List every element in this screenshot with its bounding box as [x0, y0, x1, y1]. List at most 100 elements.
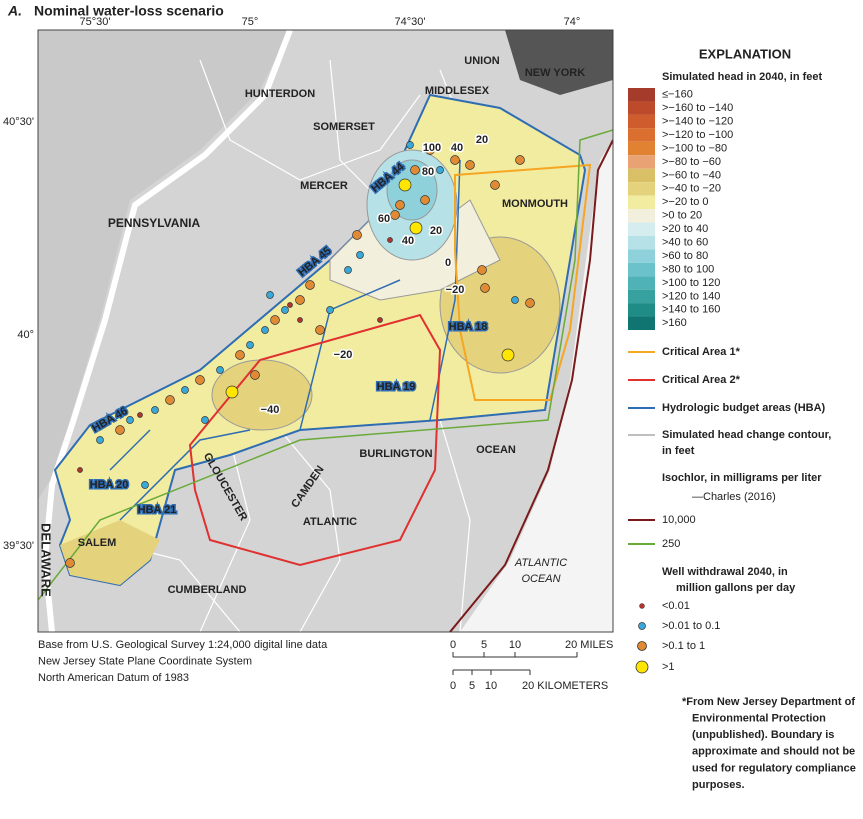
legend-swatch: [628, 235, 655, 250]
legend-label: 250: [662, 538, 680, 550]
latitude-label: 39°30': [3, 540, 34, 552]
contour-label: −20: [334, 349, 353, 361]
well: [281, 306, 289, 314]
credit: New Jersey State Plane Coordinate System: [38, 655, 252, 667]
well: [270, 315, 280, 325]
legend-swatch: [628, 155, 655, 169]
well: [420, 195, 430, 205]
map-base: [38, 30, 613, 632]
longitude-label: 74°: [564, 16, 581, 28]
place-label: CUMBERLAND: [168, 584, 247, 596]
latitude-label: 40°: [17, 329, 34, 341]
place-label: OCEAN: [476, 444, 516, 456]
legend-well: [639, 603, 645, 609]
legend-label: >−140 to −120: [662, 116, 733, 128]
contour-label: 80: [422, 166, 434, 178]
well: [181, 386, 189, 394]
footnote: Environmental Protection: [692, 713, 826, 725]
well: [409, 221, 423, 235]
contour-label: 20: [476, 134, 488, 146]
legend-well: [635, 660, 649, 674]
well: [151, 406, 159, 414]
legend-swatch: [628, 222, 655, 236]
well: [137, 412, 143, 418]
well: [406, 141, 414, 149]
legend-label: 10,000: [662, 514, 696, 526]
legend-label: <0.01: [662, 600, 690, 612]
map-frame: [37, 29, 614, 633]
legend-swatch: [628, 303, 655, 317]
footnote: *From New Jersey Department of: [682, 696, 855, 708]
footnote: purposes.: [692, 779, 745, 791]
well: [326, 306, 334, 314]
legend-swatch: [628, 276, 655, 290]
legend-swatch: [628, 168, 655, 183]
panel-label: A.: [7, 3, 22, 19]
well: [525, 298, 535, 308]
longitude-label: 74°30': [395, 16, 426, 28]
place-label: BURLINGTON: [359, 448, 432, 460]
legend-label: >140 to 160: [662, 304, 720, 316]
well: [515, 155, 525, 165]
place-label: MERCER: [300, 180, 348, 192]
well: [425, 145, 435, 155]
well: [436, 166, 444, 174]
well: [266, 291, 274, 299]
well: [165, 395, 175, 405]
well: [65, 558, 75, 568]
well: [398, 178, 412, 192]
well: [295, 295, 305, 305]
scale-label: 5: [469, 680, 475, 692]
latitude-label: 40°30': [3, 116, 34, 128]
credit: North American Datum of 1983: [38, 672, 189, 684]
legend-label: Critical Area 2*: [662, 374, 741, 386]
well: [480, 283, 490, 293]
legend-label: Hydrologic budget areas (HBA): [662, 402, 826, 414]
footnote: (unpublished). Boundary is: [692, 729, 834, 741]
place-label: UNION: [464, 55, 500, 67]
longitude-label: 75°30': [80, 16, 111, 28]
well: [287, 302, 293, 308]
legend-label: >80 to 100: [662, 263, 714, 275]
legend-label: >−120 to −100: [662, 129, 733, 141]
place-label: ATLANTIC: [514, 557, 567, 569]
hba-label: HBA 21: [138, 504, 177, 516]
legend-swatch: [628, 289, 655, 304]
footnote: used for regulatory compliance: [692, 762, 856, 774]
scale-label: 0: [450, 680, 456, 692]
credit: Base from U.S. Geological Survey 1:24,00…: [38, 639, 328, 651]
well: [305, 280, 315, 290]
legend-swatch: [628, 141, 655, 156]
panel-title: Nominal water-loss scenario: [34, 3, 224, 19]
legend-swatch: [628, 182, 655, 196]
well: [201, 416, 209, 424]
place-label: DELAWARE: [39, 523, 54, 597]
contour-label: 100: [423, 142, 441, 154]
well: [356, 251, 364, 259]
legend-label: ≤−160: [662, 89, 693, 101]
well: [477, 265, 487, 275]
legend-label: >−20 to 0: [662, 196, 709, 208]
legend-label: >−160 to −140: [662, 102, 733, 114]
legend-label: Critical Area 1*: [662, 346, 741, 358]
place-label: MONMOUTH: [502, 198, 568, 210]
legend-label: >60 to 80: [662, 250, 708, 262]
scale-label: 10: [509, 639, 521, 651]
place-label: MIDDLESEX: [425, 85, 490, 97]
well: [511, 296, 519, 304]
scale-label: 5: [481, 639, 487, 651]
legend-label: Simulated head change contour,: [662, 429, 831, 441]
place-label: HUNTERDON: [245, 88, 315, 100]
well: [450, 155, 460, 165]
legend-label: >1: [662, 661, 675, 673]
longitude-label: 75°: [242, 16, 259, 28]
legend-label: >0 to 20: [662, 210, 702, 222]
well: [490, 180, 500, 190]
place-label: OCEAN: [521, 573, 560, 585]
legend-well: [638, 622, 646, 630]
well: [352, 230, 362, 240]
scale-label: 20 KILOMETERS: [522, 680, 608, 692]
contour-label: 60: [378, 213, 390, 225]
legend-title: Simulated head in 2040, in feet: [662, 71, 822, 83]
